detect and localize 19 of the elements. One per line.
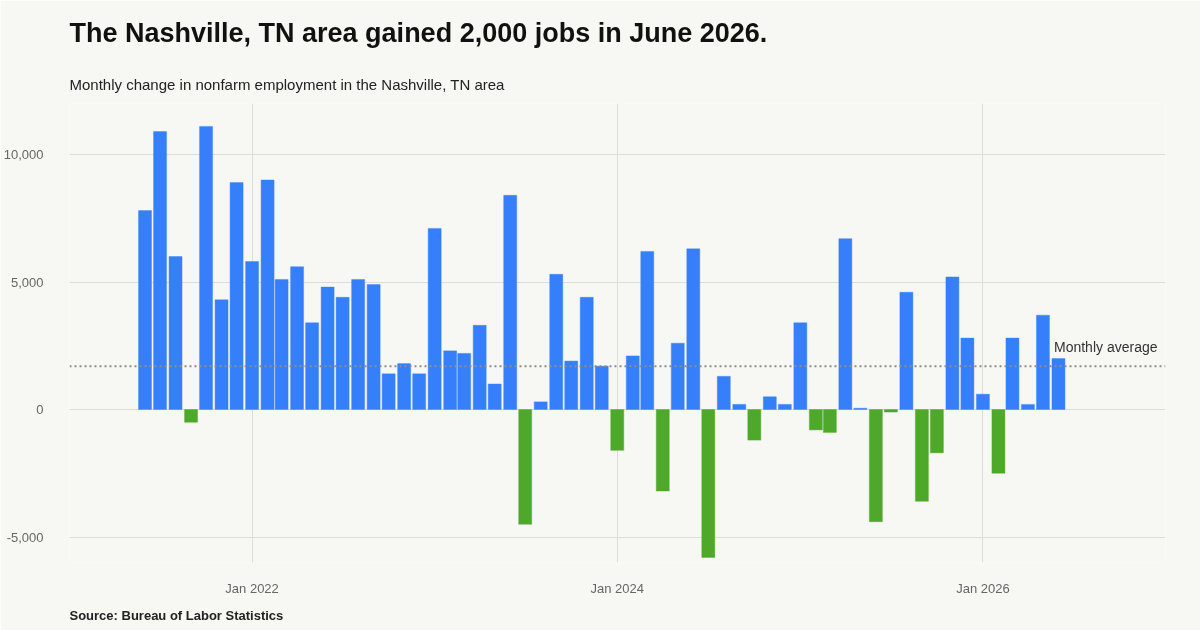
x-tick-label: Jan 2026 xyxy=(956,580,1010,596)
bar xyxy=(184,409,199,423)
source-note: Source: Bureau of Labor Statistics xyxy=(69,608,284,623)
y-tick-label: 10,000 xyxy=(3,147,44,162)
y-tick-label: 5,000 xyxy=(10,274,44,290)
bar xyxy=(899,291,914,410)
bar xyxy=(518,409,533,525)
x-tick-label: Jan 2022 xyxy=(225,580,279,596)
chart-subtitle: Monthly change in nonfarm employment in the Nashville, TN area xyxy=(69,75,506,93)
bar xyxy=(610,409,625,451)
y-tick-label: 0 xyxy=(36,402,44,417)
ref-line-label: Monthly average xyxy=(1054,339,1158,356)
bar xyxy=(991,409,1006,474)
y-tick-label: -5,000 xyxy=(6,529,44,545)
x-tick-label: Jan 2024 xyxy=(590,580,644,596)
bar xyxy=(701,409,716,558)
bar xyxy=(747,409,762,441)
bar xyxy=(655,409,670,492)
chart-title: The Nashville, TN area gained 2,000 jobs in June 2026. xyxy=(69,17,768,48)
